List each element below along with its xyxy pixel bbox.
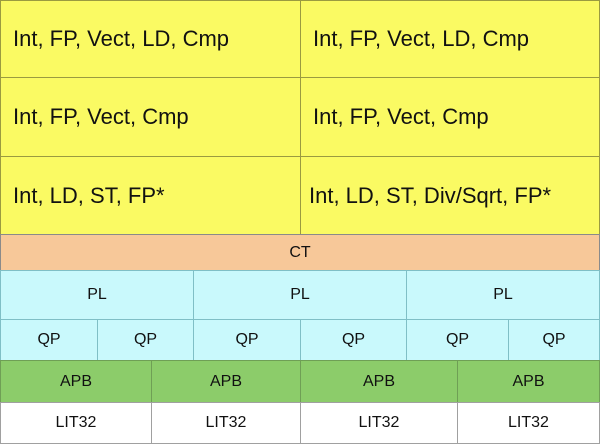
unit-row1-right: Int, FP, Vect, LD, Cmp (300, 0, 600, 78)
qp-cell-5: QP (406, 319, 509, 361)
qp-cell-2: QP (97, 319, 194, 361)
unit-row2-left: Int, FP, Vect, Cmp (0, 77, 301, 157)
qp-cell-3: QP (193, 319, 301, 361)
apb-cell-2: APB (151, 360, 301, 403)
unit-row3-right: Int, LD, ST, Div/Sqrt, FP* (300, 156, 600, 235)
lit32-cell-2: LIT32 (151, 402, 301, 444)
lit32-cell-4: LIT32 (457, 402, 600, 444)
lit32-cell-1: LIT32 (0, 402, 152, 444)
qp-cell-6: QP (508, 319, 600, 361)
unit-row2-right: Int, FP, Vect, Cmp (300, 77, 600, 157)
apb-cell-3: APB (300, 360, 458, 403)
unit-row3-left: Int, LD, ST, FP* (0, 156, 301, 235)
pl-cell-3: PL (406, 270, 600, 320)
unit-row1-left: Int, FP, Vect, LD, Cmp (0, 0, 301, 78)
qp-cell-1: QP (0, 319, 98, 361)
qp-cell-4: QP (300, 319, 407, 361)
apb-cell-4: APB (457, 360, 600, 403)
pl-cell-1: PL (0, 270, 194, 320)
pl-cell-2: PL (193, 270, 407, 320)
ct-bar: CT (0, 234, 600, 271)
apb-cell-1: APB (0, 360, 152, 403)
lit32-cell-3: LIT32 (300, 402, 458, 444)
